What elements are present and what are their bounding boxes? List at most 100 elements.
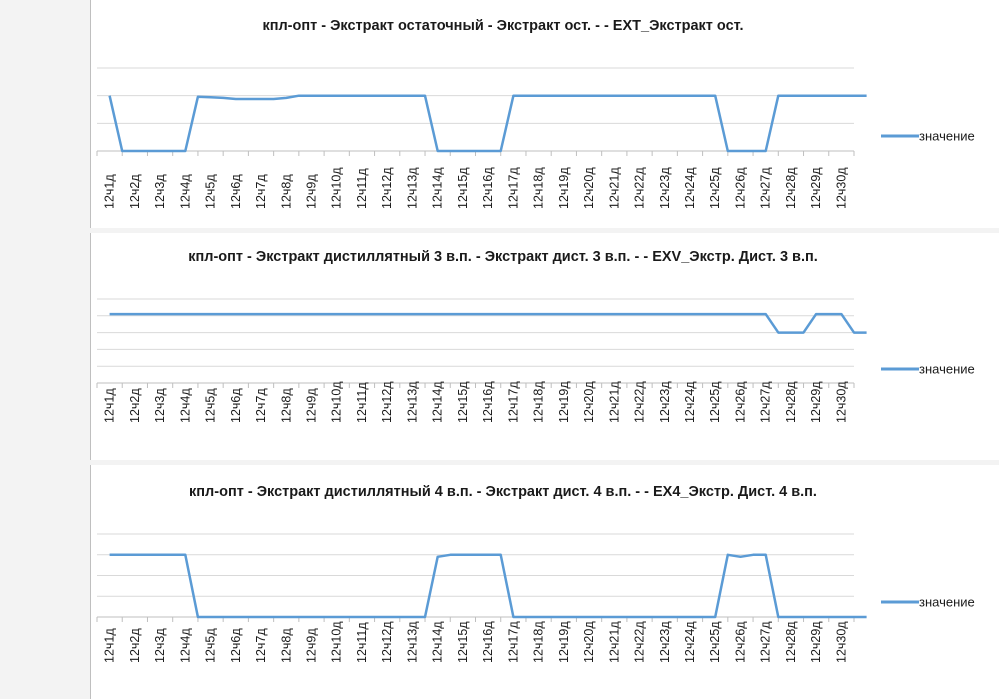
x-category-label: 12ч16д — [481, 621, 495, 663]
x-category-label: 12ч2д — [128, 388, 142, 423]
x-category-label: 12ч17д — [506, 167, 520, 209]
x-category-label: 12ч3д — [153, 174, 167, 209]
x-category-label: 12ч18д — [532, 621, 546, 663]
x-category-label: 12ч21д — [607, 381, 621, 423]
x-category-label: 12ч24д — [683, 381, 697, 423]
x-category-label: 12ч15д — [456, 621, 470, 663]
chart-svg: кпл-опт - Экстракт дистиллятный 4 в.п. -… — [96, 484, 975, 663]
x-category-label: 12ч16д — [481, 167, 495, 209]
x-category-label: 12ч4д — [178, 388, 192, 423]
x-category-label: 12ч1д — [103, 174, 117, 209]
legend-label: значение — [919, 362, 975, 377]
chart-svg: кпл-опт - Экстракт остаточный - Экстракт… — [96, 18, 975, 209]
x-category-label: 12ч24д — [683, 621, 697, 663]
x-category-label: 12ч12д — [380, 381, 394, 423]
x-category-label: 12ч23д — [658, 381, 672, 423]
x-category-label: 12ч25д — [708, 167, 722, 209]
x-category-label: 12ч4д — [178, 628, 192, 663]
x-category-label: 12ч8д — [279, 628, 293, 663]
x-category-label: 12ч30д — [834, 381, 848, 423]
x-category-label: 12ч28д — [784, 621, 798, 663]
x-category-label: 12ч30д — [834, 621, 848, 663]
x-category-label: 12ч13д — [405, 167, 419, 209]
series-line — [109, 312, 867, 334]
x-category-label: 12ч19д — [557, 167, 571, 209]
x-category-label: 12ч26д — [733, 167, 747, 209]
x-category-label: 12ч17д — [506, 381, 520, 423]
chart-panel-extract-distillate-4: кпл-опт - Экстракт дистиллятный 4 в.п. -… — [90, 465, 999, 699]
x-category-label: 12ч8д — [279, 174, 293, 209]
x-category-label: 12ч18д — [532, 167, 546, 209]
x-category-label: 12ч17д — [506, 621, 520, 663]
chart-title: кпл-опт - Экстракт дистиллятный 3 в.п. -… — [188, 249, 818, 265]
chart-svg: кпл-опт - Экстракт дистиллятный 3 в.п. -… — [96, 249, 975, 423]
x-category-label: 12ч13д — [405, 621, 419, 663]
x-category-label: 12ч15д — [456, 167, 470, 209]
x-category-label: 12ч14д — [431, 167, 445, 209]
x-category-label: 12ч9д — [304, 628, 318, 663]
x-category-label: 12ч11д — [355, 382, 369, 423]
x-category-label: 12ч24д — [683, 167, 697, 209]
legend-label: значение — [919, 129, 975, 144]
x-category-label: 12ч7д — [254, 174, 268, 209]
x-category-label: 12ч29д — [809, 621, 823, 663]
x-category-label: 12ч22д — [633, 381, 647, 423]
x-category-label: 12ч22д — [633, 621, 647, 663]
x-category-label: 12ч9д — [304, 174, 318, 209]
x-category-label: 12ч7д — [254, 628, 268, 663]
x-category-label: 12ч20д — [582, 621, 596, 663]
x-category-label: 12ч15д — [456, 381, 470, 423]
x-category-label: 12ч21д — [607, 167, 621, 209]
x-category-label: 12ч16д — [481, 381, 495, 423]
x-category-label: 12ч23д — [658, 621, 672, 663]
x-category-label: 12ч10д — [330, 381, 344, 423]
x-category-label: 12ч2д — [128, 628, 142, 663]
x-category-label: 12ч1д — [103, 628, 117, 663]
x-category-label: 12ч7д — [254, 388, 268, 423]
x-category-label: 12ч5д — [204, 174, 218, 209]
chart-title: кпл-опт - Экстракт дистиллятный 4 в.п. -… — [189, 484, 817, 500]
x-category-label: 12ч12д — [380, 167, 394, 209]
x-category-label: 12ч11д — [355, 168, 369, 209]
x-category-label: 12ч14д — [431, 381, 445, 423]
x-category-label: 12ч12д — [380, 621, 394, 663]
x-category-label: 12ч20д — [582, 167, 596, 209]
x-category-label: 12ч21д — [607, 621, 621, 663]
legend-label: значение — [919, 595, 975, 610]
x-category-label: 12ч29д — [809, 167, 823, 209]
x-category-label: 12ч22д — [633, 167, 647, 209]
chart-title: кпл-опт - Экстракт остаточный - Экстракт… — [262, 18, 743, 34]
x-category-label: 12ч26д — [733, 381, 747, 423]
x-category-label: 12ч28д — [784, 381, 798, 423]
x-category-label: 12ч25д — [708, 381, 722, 423]
x-category-label: 12ч28д — [784, 167, 798, 209]
series-line — [108, 94, 867, 153]
x-category-label: 12ч13д — [405, 381, 419, 423]
x-category-label: 12ч25д — [708, 621, 722, 663]
x-category-label: 12ч29д — [809, 381, 823, 423]
x-category-label: 12ч27д — [759, 381, 773, 423]
x-category-label: 12ч11д — [355, 622, 369, 663]
x-category-label: 12ч10д — [330, 167, 344, 209]
x-category-label: 12ч30д — [834, 167, 848, 209]
x-category-label: 12ч3д — [153, 628, 167, 663]
x-category-label: 12ч10д — [330, 621, 344, 663]
x-category-label: 12ч18д — [532, 381, 546, 423]
x-category-label: 12ч14д — [431, 621, 445, 663]
x-category-label: 12ч27д — [759, 621, 773, 663]
x-category-label: 12ч19д — [557, 621, 571, 663]
x-category-label: 12ч6д — [229, 174, 243, 209]
chart-panel-extract-residual: кпл-опт - Экстракт остаточный - Экстракт… — [90, 0, 999, 228]
x-category-label: 12ч4д — [178, 174, 192, 209]
x-category-label: 12ч26д — [733, 621, 747, 663]
x-category-label: 12ч1д — [103, 388, 117, 423]
x-category-label: 12ч2д — [128, 174, 142, 209]
x-category-label: 12ч27д — [759, 167, 773, 209]
x-category-label: 12ч5д — [204, 628, 218, 663]
x-category-label: 12ч5д — [204, 388, 218, 423]
x-category-label: 12ч23д — [658, 167, 672, 209]
x-category-label: 12ч6д — [229, 628, 243, 663]
x-category-label: 12ч20д — [582, 381, 596, 423]
x-category-label: 12ч9д — [304, 388, 318, 423]
